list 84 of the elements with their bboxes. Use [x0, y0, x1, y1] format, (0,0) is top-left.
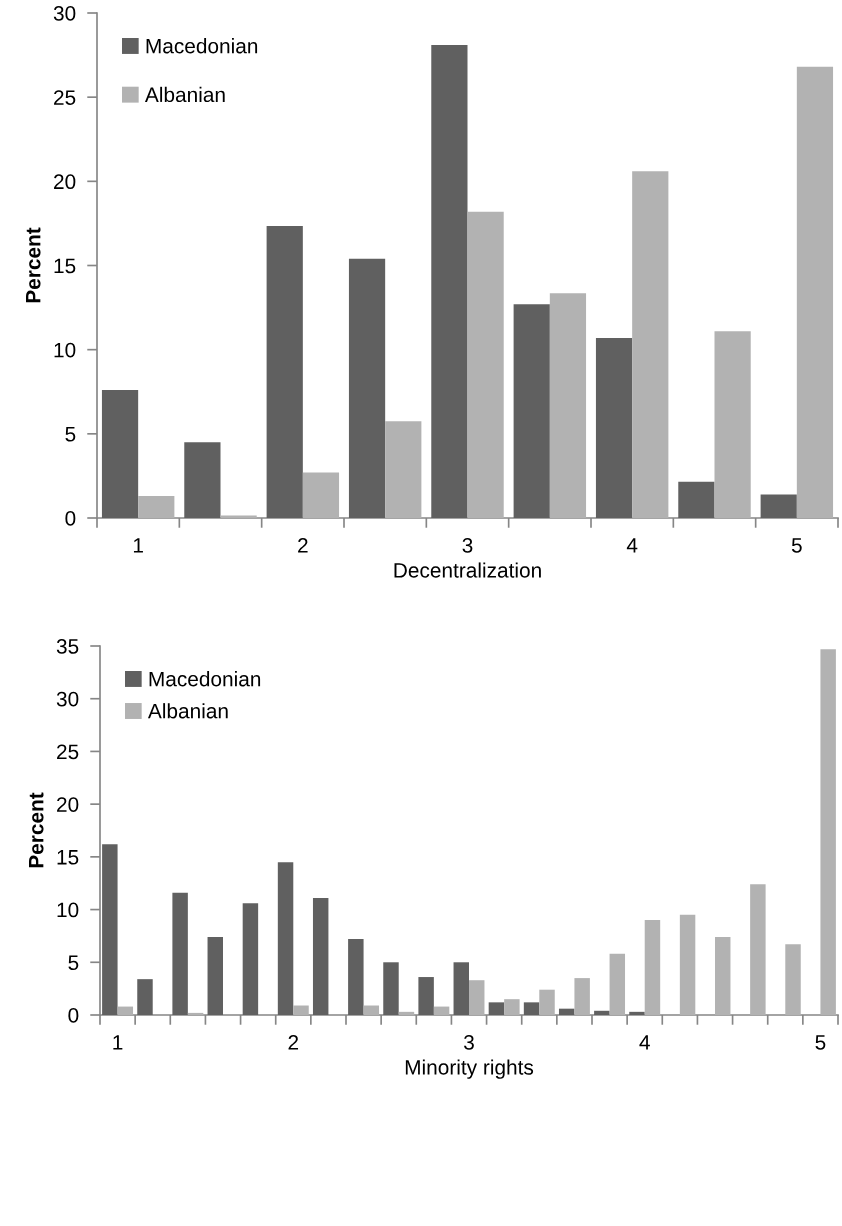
bar [277, 862, 294, 1015]
bar [431, 44, 468, 518]
bar [102, 844, 118, 1015]
bar [504, 999, 520, 1015]
y-tick-label: 10 [54, 342, 76, 358]
bar [385, 421, 422, 518]
y-tick-label: 25 [57, 744, 79, 760]
bar [820, 649, 836, 1015]
x-tick-label: 3 [462, 537, 473, 553]
bar [117, 1006, 134, 1015]
x-tick-label: 5 [791, 538, 802, 553]
x-tick-label: 4 [626, 538, 638, 553]
x-axis-title: Decentralization [394, 562, 541, 578]
bar [138, 496, 175, 518]
bar [595, 337, 633, 518]
y-tick-label: 15 [54, 258, 76, 274]
bar [433, 1006, 450, 1015]
y-tick-label: 0 [65, 511, 76, 526]
bar [348, 939, 364, 1015]
y-tick-label: 25 [54, 90, 76, 105]
y-axis-title: Percent [26, 227, 41, 303]
bar [679, 914, 696, 1015]
bar [266, 225, 303, 518]
bar [469, 980, 485, 1015]
x-tick-label: 1 [133, 538, 143, 553]
bar [594, 1010, 610, 1015]
bar [172, 892, 188, 1015]
bar [632, 171, 669, 518]
bar [418, 977, 434, 1015]
y-tick-label: 5 [65, 427, 76, 442]
y-tick-label: 15 [57, 850, 79, 865]
bar [467, 211, 504, 518]
bar [549, 293, 587, 518]
bar [348, 258, 386, 518]
bar [785, 944, 801, 1015]
bar [220, 515, 257, 518]
y-tick-label: 0 [68, 1008, 79, 1023]
bar [363, 1005, 380, 1015]
y-tick-label: 5 [68, 955, 79, 971]
y-tick-label: 20 [57, 797, 79, 812]
y-tick-label: 10 [57, 902, 79, 918]
bar [513, 304, 550, 518]
bar [488, 1002, 505, 1015]
x-tick-label: 5 [815, 1035, 826, 1050]
bar [101, 390, 139, 518]
bar [293, 1005, 309, 1015]
bar [796, 66, 834, 518]
x-tick-label: 1 [113, 1035, 123, 1050]
bar [714, 331, 751, 518]
bar [539, 989, 555, 1015]
bar [644, 920, 661, 1015]
bar [302, 472, 340, 518]
bar [558, 1008, 575, 1015]
x-tick-label: 4 [639, 1035, 650, 1050]
y-tick-label: 35 [56, 639, 79, 654]
bar [242, 903, 259, 1015]
legend-label: Macedonian [146, 38, 258, 54]
bar [187, 1012, 204, 1015]
legend-label: Albanian [147, 703, 228, 719]
bar [678, 481, 715, 518]
x-tick-label: 2 [288, 1034, 299, 1050]
x-tick-label: 3 [464, 1034, 474, 1050]
bar [750, 884, 766, 1015]
bar [137, 979, 153, 1015]
x-axis-title: Minority rights [405, 1059, 534, 1079]
bar [453, 962, 469, 1015]
legend-label: Macedonian [149, 671, 261, 687]
bar [523, 1002, 540, 1015]
bar [629, 1011, 645, 1015]
bar [398, 1011, 415, 1015]
legend-label: Albanian [144, 86, 225, 103]
bar [760, 494, 797, 518]
bar [383, 962, 399, 1015]
y-tick-label: 30 [56, 691, 79, 707]
x-tick-label: 2 [298, 537, 308, 553]
bar [184, 442, 221, 518]
bar [312, 897, 329, 1015]
bar [609, 953, 626, 1015]
y-tick-label: 30 [53, 6, 76, 21]
bar [574, 978, 590, 1015]
bar [715, 936, 731, 1015]
bar [207, 936, 223, 1015]
y-axis-title: Percent [29, 792, 44, 868]
y-tick-label: 20 [54, 174, 76, 190]
